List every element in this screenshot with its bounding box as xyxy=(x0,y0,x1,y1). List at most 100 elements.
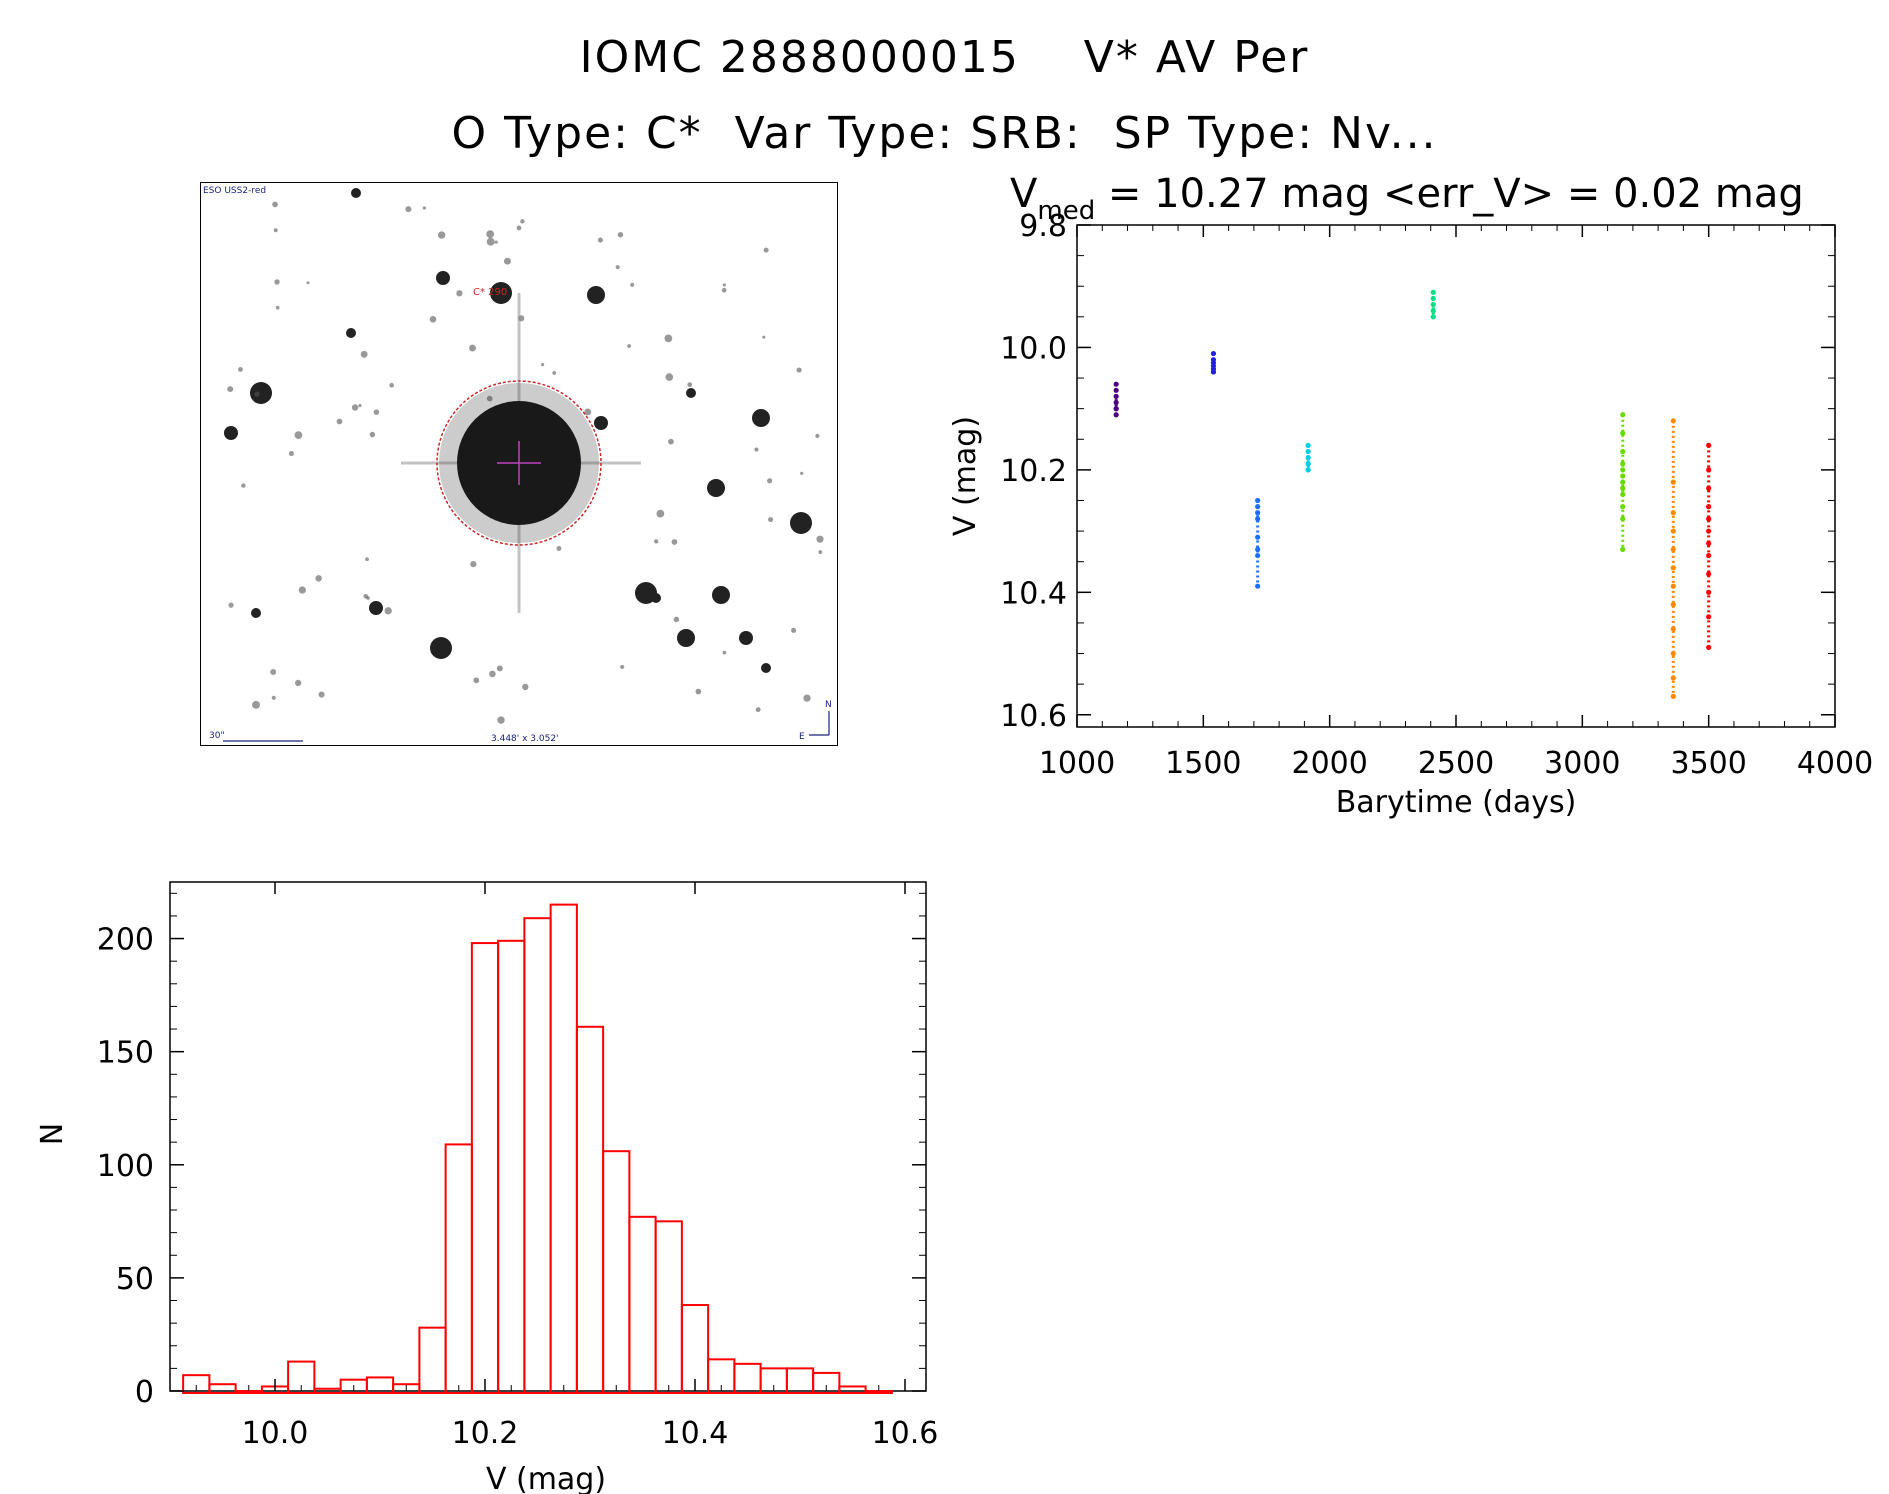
lc-data-point xyxy=(1210,357,1217,363)
star xyxy=(318,691,325,698)
finding-chart-image: ESO USS2-red C* 290 30" 3.448' x 3.052' … xyxy=(201,183,837,745)
star xyxy=(800,471,804,475)
lc-data-point xyxy=(1670,675,1676,681)
lc-stats-vmed: Vmed = 10.27 mag <err_V> = 0.02 mag xyxy=(1010,171,1804,226)
lc-ytick-label: 10.4 xyxy=(1000,576,1067,611)
star xyxy=(615,265,620,270)
lc-data-point xyxy=(1305,467,1311,473)
lc-data-point xyxy=(1305,461,1311,467)
lc-data-point xyxy=(1305,448,1311,455)
star xyxy=(721,287,727,293)
lc-data-point xyxy=(1706,571,1712,577)
hist-bar xyxy=(182,1374,211,1394)
lc-data-point xyxy=(1430,295,1436,302)
lc-data-point xyxy=(1706,552,1712,559)
lc-data-point xyxy=(1706,644,1712,651)
star xyxy=(274,279,280,285)
star xyxy=(516,225,522,231)
lc-data-point xyxy=(1113,387,1119,393)
star xyxy=(272,201,278,208)
star xyxy=(497,716,505,724)
lc-xtick-label: 1000 xyxy=(1039,746,1115,781)
star xyxy=(251,608,261,618)
lc-data-point xyxy=(1113,393,1119,400)
hist-bar xyxy=(392,1383,421,1395)
star xyxy=(252,700,260,709)
star xyxy=(686,388,696,398)
lc-data-point xyxy=(1620,430,1626,436)
star xyxy=(673,616,680,623)
hist-ytick-label: 150 xyxy=(97,1036,154,1071)
star xyxy=(763,247,769,253)
star xyxy=(486,395,493,402)
star xyxy=(664,334,673,343)
survey-label: ESO USS2-red xyxy=(203,186,266,196)
star xyxy=(816,535,824,543)
lc-data-point xyxy=(1706,467,1712,473)
star xyxy=(815,433,820,438)
star xyxy=(430,637,452,659)
star xyxy=(597,237,603,243)
hist-xlabel: V (mag) xyxy=(486,1462,606,1494)
lc-data-point xyxy=(1255,504,1261,510)
lc-data-point xyxy=(1620,448,1626,455)
star xyxy=(541,363,545,367)
lc-data-point xyxy=(1210,350,1217,357)
lc-data-point xyxy=(1706,504,1712,510)
hist-xtick-label: 10.4 xyxy=(662,1416,729,1451)
lc-data-point xyxy=(1670,418,1676,424)
lc-data-point xyxy=(1706,516,1712,522)
star xyxy=(755,707,761,713)
hist-bar xyxy=(497,939,526,1394)
hist-bar xyxy=(785,1367,815,1395)
star xyxy=(270,669,277,675)
star xyxy=(456,290,463,297)
star xyxy=(803,694,811,702)
star xyxy=(360,350,368,358)
star xyxy=(346,328,356,338)
lc-data-point xyxy=(1113,406,1119,412)
star xyxy=(273,228,278,233)
lc-data-point xyxy=(1210,363,1217,369)
star xyxy=(739,631,753,645)
star xyxy=(630,282,635,287)
hist-xtick-label: 10.6 xyxy=(872,1416,939,1451)
finding-chart: ESO USS2-red C* 290 30" 3.448' x 3.052' … xyxy=(200,182,838,746)
star xyxy=(722,650,727,655)
lc-data-point xyxy=(1305,442,1311,448)
hist-bar xyxy=(365,1376,395,1394)
hist-bar xyxy=(812,1371,841,1394)
lc-data-point xyxy=(1620,504,1626,510)
lc-data-point xyxy=(1255,534,1261,540)
star xyxy=(295,679,302,687)
star xyxy=(227,386,234,393)
page-title: IOMC 2888000015 V* AV Per xyxy=(579,32,1310,83)
lc-xtick-label: 3500 xyxy=(1670,746,1746,781)
lc-data-point xyxy=(1670,528,1676,534)
lc-data-point xyxy=(1210,360,1217,366)
star xyxy=(486,230,495,239)
lc-xtick-label: 4000 xyxy=(1797,746,1873,781)
star xyxy=(695,688,702,695)
star xyxy=(687,382,693,388)
hist-bar xyxy=(549,903,578,1394)
star xyxy=(767,478,773,484)
star xyxy=(369,601,383,615)
star xyxy=(294,431,303,439)
star xyxy=(254,391,260,397)
hist-bar xyxy=(287,1360,316,1394)
star xyxy=(250,382,272,404)
lc-xlabel: Barytime (days) xyxy=(1336,785,1577,820)
star xyxy=(363,593,368,599)
star xyxy=(486,237,495,246)
lc-data-point xyxy=(1670,626,1676,632)
hist-ytick-label: 0 xyxy=(135,1375,154,1410)
scale-label: 30" xyxy=(209,731,225,741)
lc-data-point xyxy=(1255,546,1261,553)
lc-plot-frame xyxy=(1076,224,1836,728)
lc-data-point xyxy=(1670,479,1676,485)
lc-data-point xyxy=(1113,412,1119,418)
lc-data-point xyxy=(1210,369,1217,375)
lc-ytick-label: 10.0 xyxy=(1000,331,1067,366)
star xyxy=(358,403,362,408)
